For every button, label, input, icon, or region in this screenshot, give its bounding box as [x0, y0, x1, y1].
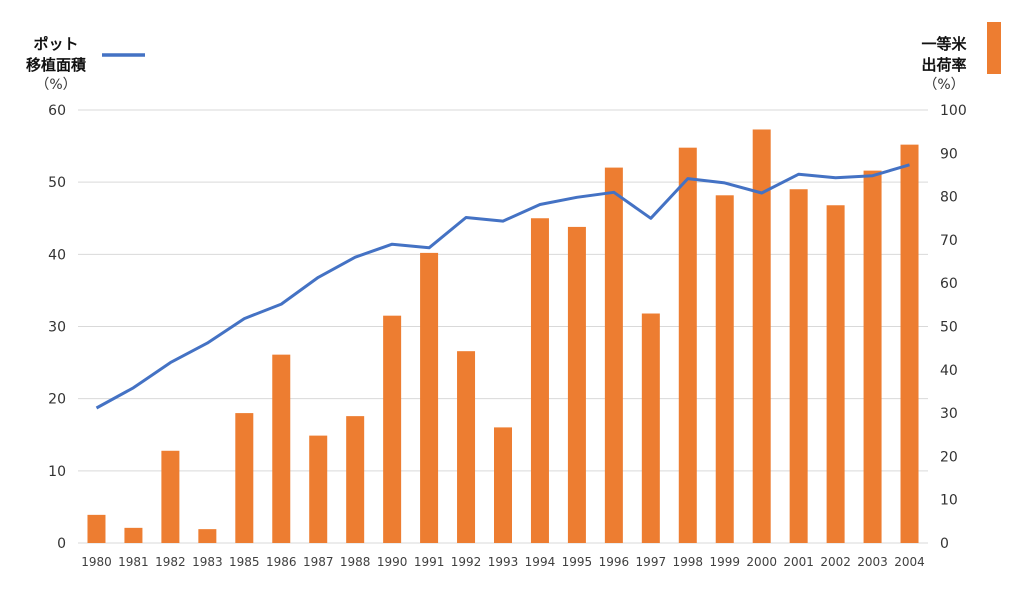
x-tick-label: 1991: [414, 555, 445, 569]
bar: [715, 195, 734, 543]
line-series: [95, 163, 910, 410]
bar: [567, 226, 586, 543]
right-axis-unit: （%）: [923, 77, 964, 93]
x-tick-label: 2003: [857, 555, 888, 569]
right-tick-label: 90: [940, 146, 958, 162]
right-axis-title-line2: 出荷率: [921, 56, 966, 74]
x-tick-label: 1986: [266, 555, 297, 569]
left-tick-label: 0: [57, 536, 66, 552]
right-tick-label: 0: [940, 536, 949, 552]
bar: [863, 170, 882, 543]
left-tick-label: 10: [48, 464, 66, 480]
left-tick-label: 20: [48, 392, 66, 408]
x-tick-label: 1992: [451, 555, 482, 569]
left-tick-label: 40: [48, 247, 66, 263]
bar-series: [87, 129, 919, 544]
right-axis-ticks: 0 10 20 30 40 50 60 70 80 90 100: [940, 103, 967, 552]
bar: [900, 144, 919, 543]
left-tick-label: 50: [48, 175, 66, 191]
left-tick-label: 30: [48, 320, 66, 336]
bar: [789, 189, 808, 543]
right-tick-label: 60: [940, 276, 958, 292]
x-tick-label: 1994: [525, 555, 556, 569]
right-tick-label: 10: [940, 493, 958, 509]
left-tick-label: 60: [48, 103, 66, 119]
right-tick-label: 50: [940, 320, 958, 336]
x-tick-label: 1983: [192, 555, 223, 569]
right-tick-label: 100: [940, 103, 967, 119]
x-tick-label: 1995: [562, 555, 593, 569]
left-axis-unit: （%）: [35, 77, 76, 93]
bar: [457, 351, 476, 543]
x-tick-label: 1981: [118, 555, 149, 569]
bar: [87, 514, 106, 543]
x-axis-ticks: 1980 1981 1982 1983 1985 1986 1987 1988 1990 1991…: [81, 555, 925, 569]
right-tick-label: 30: [940, 406, 958, 422]
x-tick-label: 2004: [894, 555, 925, 569]
bar: [235, 413, 254, 543]
x-tick-label: 1996: [599, 555, 630, 569]
left-axis-ticks: 0 10 20 30 40 50 60: [48, 103, 66, 552]
gridlines: [78, 109, 928, 544]
bar: [383, 315, 402, 543]
bar: [641, 313, 660, 543]
x-tick-label: 1993: [488, 555, 519, 569]
left-axis-title-line1: ポット: [33, 35, 78, 53]
right-tick-label: 80: [940, 190, 958, 206]
x-tick-label: 1980: [81, 555, 112, 569]
bar: [161, 450, 180, 543]
bar: [309, 435, 328, 543]
bar: [420, 252, 439, 543]
x-tick-label: 1985: [229, 555, 260, 569]
bar: [752, 129, 771, 544]
x-tick-label: 2002: [820, 555, 851, 569]
left-axis-title-line2: 移植面積: [26, 56, 87, 74]
x-tick-label: 1982: [155, 555, 186, 569]
bar: [604, 167, 623, 544]
x-tick-label: 1987: [303, 555, 334, 569]
legend-bar-swatch: [987, 22, 1001, 74]
series-line: [95, 163, 910, 410]
bar: [272, 354, 291, 543]
right-tick-label: 40: [940, 363, 958, 379]
x-tick-label: 2001: [783, 555, 814, 569]
bar: [530, 218, 549, 543]
bar: [826, 205, 845, 543]
x-tick-label: 1998: [673, 555, 704, 569]
bar: [494, 427, 512, 543]
right-tick-label: 70: [940, 233, 958, 249]
right-axis-title-line1: 一等米: [921, 35, 967, 53]
x-tick-label: 2000: [746, 555, 777, 569]
right-tick-label: 20: [940, 449, 958, 465]
x-tick-label: 1990: [377, 555, 408, 569]
x-tick-label: 1999: [709, 555, 740, 569]
bar: [124, 527, 143, 543]
bar: [198, 529, 217, 543]
x-tick-label: 1997: [636, 555, 667, 569]
bar: [678, 147, 697, 543]
bar: [346, 416, 365, 543]
x-tick-label: 1988: [340, 555, 371, 569]
